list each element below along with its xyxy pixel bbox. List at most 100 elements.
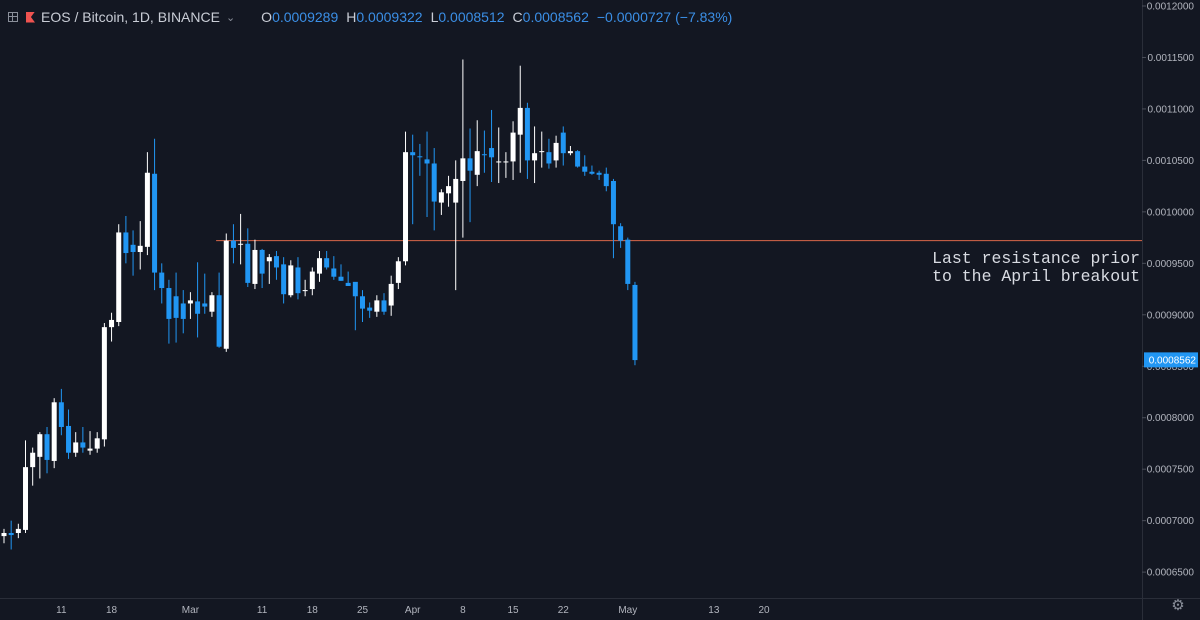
candle-body <box>137 245 143 253</box>
candle-down <box>489 109 495 183</box>
annotation-line-1: Last resistance prior <box>932 249 1140 268</box>
candle-down <box>166 279 172 344</box>
candle-body <box>266 257 272 262</box>
candle-body <box>238 243 244 245</box>
price-tick-label: 0.0011000 <box>1147 104 1194 115</box>
candle-body <box>316 258 322 274</box>
candle-up <box>101 323 107 447</box>
candle-up <box>87 431 93 455</box>
gear-icon[interactable]: ⚙ <box>1171 597 1185 614</box>
candle-body <box>80 442 86 448</box>
time-tick-label: 11 <box>56 605 67 616</box>
high-label: H <box>346 9 357 25</box>
time-tick-label: 22 <box>558 605 570 616</box>
candle-down <box>431 148 437 231</box>
candle-body <box>532 153 538 161</box>
symbol-title[interactable]: EOS / Bitcoin, 1D, BINANCE <box>41 9 220 25</box>
candle-body <box>517 107 523 135</box>
time-tick-label: 15 <box>508 605 520 616</box>
candle-down <box>546 138 552 169</box>
candle-body <box>37 434 43 457</box>
candle-body <box>424 159 430 164</box>
open-label: O <box>261 9 273 25</box>
candle-body <box>109 319 115 328</box>
candle-body <box>94 438 100 449</box>
candle-down <box>618 223 624 248</box>
candle-up <box>51 398 57 469</box>
price-tick-label: 0.0009000 <box>1147 310 1195 321</box>
candle-body <box>245 243 251 283</box>
candle-body <box>460 158 466 181</box>
candle-body <box>130 244 136 253</box>
open-value: 0.0009289 <box>272 9 339 25</box>
time-tick-label: Mar <box>182 605 200 616</box>
close-value: 0.0008562 <box>522 9 589 25</box>
candle-down <box>80 426 86 453</box>
candle-up <box>302 279 308 297</box>
time-tick-label: 8 <box>460 605 466 616</box>
candle-body <box>166 288 172 319</box>
candle-body <box>603 173 609 187</box>
candle-down <box>560 126 566 166</box>
candle-body <box>360 296 365 309</box>
candle-up <box>510 121 516 180</box>
close-label: C <box>512 9 523 25</box>
candle-down <box>582 155 588 176</box>
candle-down <box>338 264 344 281</box>
candle-body <box>187 300 193 304</box>
price-tick-label: 0.0011500 <box>1147 53 1194 64</box>
candle-up <box>288 260 294 298</box>
candle-down <box>66 409 72 459</box>
candle-body <box>496 161 502 163</box>
candle-down <box>331 256 337 280</box>
candle-up <box>388 275 394 316</box>
candle-down <box>273 250 279 280</box>
candle-up <box>252 239 258 290</box>
candle-down <box>360 290 365 322</box>
candle-down <box>123 215 129 264</box>
candle-down <box>152 138 158 291</box>
candle-body <box>625 239 631 284</box>
candle-down <box>324 250 330 270</box>
expand-icon[interactable] <box>8 12 18 22</box>
chevron-down-icon[interactable]: ⌄ <box>225 11 236 24</box>
flag-icon[interactable] <box>26 11 35 23</box>
low-label: L <box>430 9 439 25</box>
candle-body <box>374 300 380 312</box>
candle-body <box>180 303 186 319</box>
candle-body <box>553 142 559 161</box>
price-axis[interactable]: 0.0012000 0.0011500 0.0011000 0.0010500 0.00… <box>1142 2 1198 579</box>
candle-up <box>517 65 523 173</box>
candle-body <box>474 151 480 175</box>
candle-body <box>388 283 394 306</box>
candle-up <box>187 292 193 319</box>
candle-up <box>30 447 36 486</box>
candle-down <box>424 131 430 218</box>
candle-body <box>352 281 358 297</box>
candle-up <box>503 152 509 178</box>
time-tick-label: 25 <box>357 605 369 616</box>
candle-body <box>510 132 516 162</box>
candle-up <box>1 528 7 544</box>
candle-down <box>245 228 251 288</box>
candle-body <box>309 271 315 290</box>
candle-body <box>281 264 287 295</box>
candle-down <box>58 388 64 436</box>
candle-body <box>259 249 265 274</box>
candle-down <box>417 143 423 176</box>
candle-up <box>395 257 401 290</box>
low-value: 0.0008512 <box>438 9 505 25</box>
candle-down <box>467 128 473 223</box>
price-tick-label: 0.0008000 <box>1147 413 1195 424</box>
high-value: 0.0009322 <box>356 9 423 25</box>
candle-body <box>546 152 552 164</box>
candle-down <box>596 170 602 180</box>
candle-up <box>109 312 115 342</box>
candle-down <box>352 281 358 331</box>
candle-down <box>130 230 136 276</box>
time-axis[interactable]: 11 18 Mar 11 18 25 Apr 8 15 22 May 13 20 <box>56 605 770 616</box>
candle-down <box>410 134 416 225</box>
price-tick-label: 0.0007500 <box>1147 465 1195 476</box>
